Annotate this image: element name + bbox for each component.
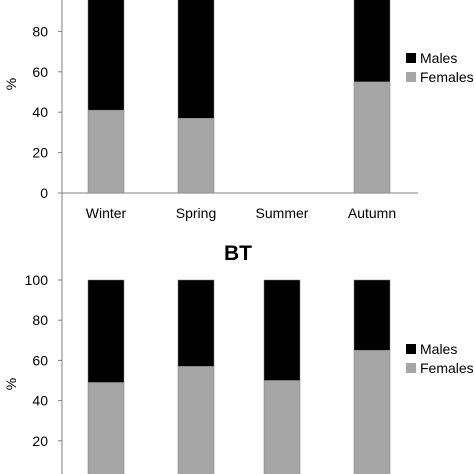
y-tick-labels: 20 40 60 80 100	[25, 0, 63, 474]
y-axis-label: %	[3, 78, 19, 90]
chart-title: BT	[224, 242, 252, 265]
bar-females-spring	[177, 366, 215, 474]
y-tick-label: 0	[40, 185, 48, 201]
y-tick-label: 100	[25, 272, 49, 288]
bar-females-winter	[87, 109, 125, 194]
bar-females-winter	[87, 382, 125, 474]
bar-males-winter	[87, 0, 125, 111]
bar-males-autumn	[353, 279, 391, 351]
category-label: Winter	[86, 205, 127, 221]
category-label: Autumn	[348, 205, 396, 221]
y-tick-label: 60	[32, 64, 48, 80]
y-tick-label: 40	[32, 104, 48, 120]
bar-females-summer	[263, 380, 301, 474]
bar-males-spring	[177, 0, 215, 119]
legend-swatch-males	[406, 344, 416, 354]
bar-males-spring	[177, 279, 215, 367]
y-tick-label: 20	[32, 433, 48, 449]
legend-label: Males	[420, 341, 457, 357]
legend: Males Females	[406, 50, 474, 85]
legend: Males Females	[406, 341, 474, 376]
category-label: Spring	[176, 205, 216, 221]
y-tick-label: 20	[32, 145, 48, 161]
bar-males-winter	[87, 279, 125, 383]
legend-label: Females	[420, 69, 474, 85]
bars	[87, 0, 391, 194]
legend-swatch-females	[406, 363, 416, 373]
legend-swatch-females	[406, 72, 416, 82]
category-labels: Winter Spring Summer Autumn	[86, 205, 396, 221]
bar-females-autumn	[353, 350, 391, 474]
category-label: Summer	[256, 205, 309, 221]
y-tick-label: 40	[32, 393, 48, 409]
y-axis-label: %	[3, 378, 19, 390]
top-chart: 0 20 40 60 80 % Winter Spring Summer Autumn Mal…	[3, 0, 474, 221]
y-tick-label: 60	[32, 352, 48, 368]
y-tick-label: 80	[32, 312, 48, 328]
bar-males-summer	[263, 279, 301, 381]
bar-females-autumn	[353, 81, 391, 194]
legend-label: Females	[420, 360, 474, 376]
bar-females-spring	[177, 118, 215, 194]
legend-swatch-males	[406, 53, 416, 63]
bar-males-autumn	[353, 0, 391, 83]
legend-label: Males	[420, 50, 457, 66]
bottom-chart: BT 20 40 60 80 100 % Males Females	[3, 0, 474, 474]
y-tick-label: 80	[32, 23, 48, 39]
bars	[87, 279, 391, 474]
